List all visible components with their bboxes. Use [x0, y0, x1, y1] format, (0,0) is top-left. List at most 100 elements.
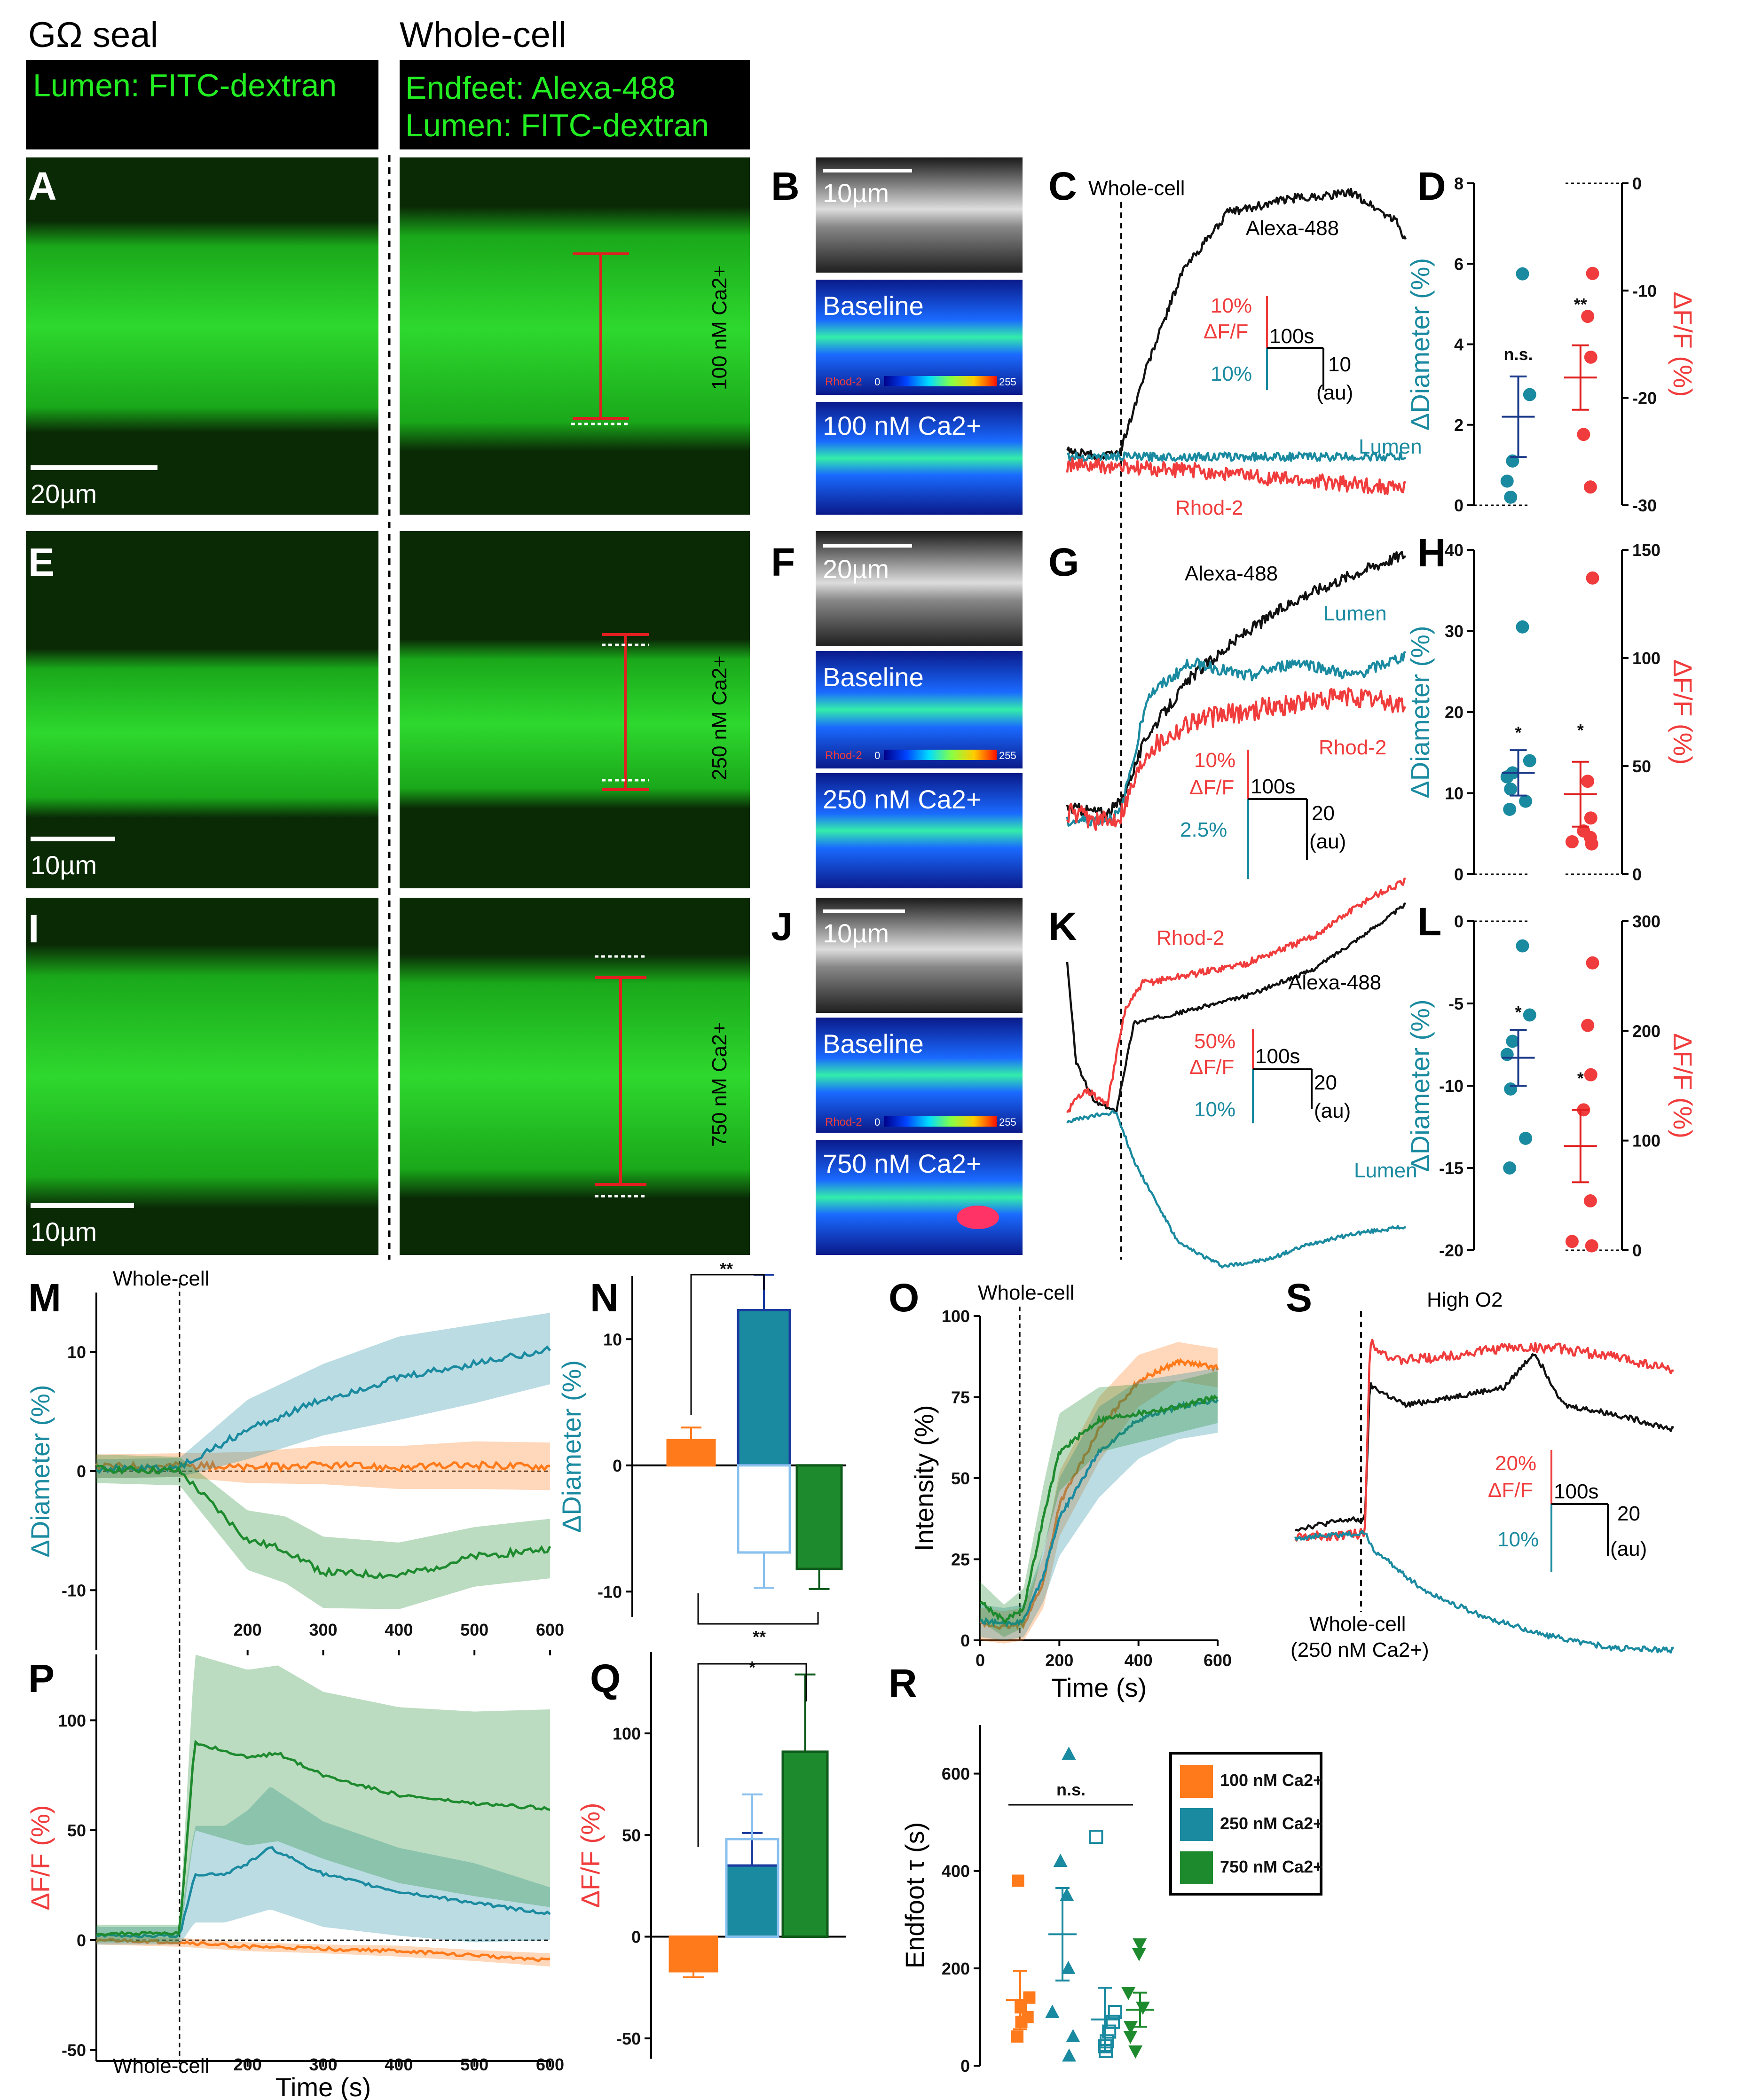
panel-L: L -20 -15 -10 -5 0 0 100 200 300 ΔDiameter (%) ΔF/… [1405, 900, 1698, 1260]
panel-S-scale-au-unit: (au) [1610, 1537, 1647, 1560]
750 nM Ca2+-point [1128, 2045, 1143, 2059]
750 nM Ca2+-point [1132, 1948, 1146, 1961]
750 nM Ca2+-mean-trace [979, 1394, 1218, 1624]
panel-M: M Whole-cell 10 0 -10 200 300 400 500 600 ΔDiame… [25, 1267, 564, 1655]
ΔDiameter-point [1503, 1161, 1517, 1175]
panel-K-rhod-label: Rhod-2 [1157, 926, 1224, 949]
panel-C-scale-time-label: 100s [1269, 325, 1314, 348]
legend-swatch-0 [1180, 1765, 1213, 1798]
panel-G-alexa-label: Alexa-488 [1185, 562, 1278, 585]
panel-C: C Whole-cell Alexa-488 Lumen Rhod-2 10% … [1048, 164, 1422, 1260]
100 nM Ca2+-point [1012, 1874, 1024, 1887]
ΔF/F-point [1584, 811, 1597, 825]
panel-B: B 10µm Baseline Rhod-2 0 255 100 nM Ca2+ [771, 157, 1023, 515]
ΔDiameter-point [1516, 620, 1529, 634]
250 nM Ca2+-sem-band [96, 1787, 550, 1945]
750 nM Ca2+-mean-trace [96, 1464, 551, 1579]
y-tick-label: 600 [942, 1764, 970, 1784]
750 nM Ca2+-point [1133, 1938, 1147, 1952]
panel-A-right-vessel [400, 207, 750, 451]
trace-lumen [1066, 1109, 1406, 1269]
panel-F: F 20µm Baseline Rhod-2 0 255 250 nM Ca2+ [771, 531, 1023, 888]
panel-F-scale-label: 20µm [823, 554, 889, 584]
ΔF/F-point [1577, 428, 1590, 441]
x-tick-label: 600 [536, 1620, 564, 1639]
ΔF/F-point [1586, 266, 1599, 280]
250 nM Ca2+ (triangle)-point [1053, 1854, 1068, 1867]
panel-R-chart: 0 200 400 600 Endfoot τ (s) n.s. 100 nM Ca2+ 25… [900, 1725, 1323, 2076]
legend-label-0: 100 nM Ca2+ [1220, 1771, 1323, 1790]
panel-F-baseline-image [816, 651, 1023, 768]
left-axis-label: ΔDiameter (%) [1405, 626, 1435, 798]
panel-C-lumen-label: Lumen [1359, 435, 1422, 458]
trace-black [1294, 1353, 1674, 1532]
y-tick-label: 0 [77, 1462, 86, 1481]
right-tick-label: 200 [1632, 1021, 1660, 1041]
panel-label-D: D [1417, 164, 1446, 208]
panel-A-scale-label: 20µm [31, 479, 97, 509]
left-tick-label: -15 [1439, 1159, 1464, 1178]
panel-G-scale-dff-label: ΔF/F [1189, 776, 1234, 799]
left-tick-label: 10 [1445, 784, 1464, 803]
panel-S: S High O2 20% ΔF/F 10% 100s 20 (au) Whol… [1286, 1276, 1674, 1661]
panel-C-event-label: Whole-cell [1088, 177, 1185, 200]
y-tick-label: 100 [58, 1711, 86, 1730]
legend: 100 nM Ca2+ 250 nM Ca2+ 750 nM Ca2+ [1169, 1752, 1323, 1896]
trace-rhod-2 [1066, 687, 1406, 831]
panel-label-R: R [889, 1661, 917, 1705]
250 nM Ca2+ (triangle)-point [1061, 1960, 1076, 1974]
header-left-title: GΩ seal [28, 15, 158, 55]
right-tick-label: 0 [1632, 865, 1642, 884]
panel-S-scalebar: 20% ΔF/F 10% 100s 20 (au) [1488, 1450, 1647, 1572]
right-tick-label: 150 [1632, 541, 1660, 560]
100 nM Ca2+-point [1011, 2030, 1023, 2043]
significance-label-0: * [749, 1658, 755, 1677]
panel-label-O: O [889, 1276, 919, 1320]
panel-K-scale-teal-label: 10% [1194, 1098, 1235, 1121]
ΔDiameter-point [1516, 939, 1529, 953]
panel-Q-chart: 100 50 0 -50 ΔF/F (%) * [575, 1652, 846, 2059]
panel-J-colorbar-min: 0 [874, 1116, 880, 1128]
panel-I-left-vessel [26, 945, 378, 1208]
ΔF/F-point [1581, 310, 1595, 323]
panel-label-K: K [1048, 904, 1077, 948]
panel-O-chart: 0 25 50 75 100 0 200 400 600 Time (s) Intensity (%… [909, 1307, 1232, 1702]
panel-Q: Q 100 50 0 -50 ΔF/F (%) * [575, 1652, 846, 2059]
ΔDiameter-significance: * [1515, 1003, 1521, 1022]
panel-F-calcium-image [816, 773, 1023, 888]
panel-C-scale-teal-label: 10% [1211, 362, 1252, 385]
left-tick-label: -10 [1439, 1076, 1464, 1096]
ΔDiameter-point [1504, 490, 1518, 504]
left-tick-label: 30 [1445, 622, 1464, 641]
panel-B-colorbar [884, 376, 997, 386]
panel-C-scale-dff-label: ΔF/F [1204, 320, 1248, 343]
panel-label-C: C [1048, 164, 1077, 208]
panel-P-event-label: Whole-cell [113, 2054, 209, 2077]
right-tick-label: 0 [1632, 174, 1642, 193]
right-axis-label: ΔF/F (%) [1668, 291, 1698, 397]
panel-J-baseline-image [816, 1018, 1023, 1133]
250 nM Ca2+ (triangle)-point [1066, 2029, 1080, 2042]
ΔDiameter-point [1523, 754, 1536, 768]
panel-J-scale-bar [823, 909, 905, 913]
ΔDiameter-point [1523, 1008, 1536, 1022]
bar-0 [669, 1935, 718, 1973]
panel-K-scale-au-value: 20 [1314, 1071, 1337, 1094]
100 nM Ca2+-mean-trace [95, 1460, 551, 1473]
panel-S-scale-dff-label: ΔF/F [1488, 1479, 1533, 1502]
250 nM Ca2+ (triangle)-point [1062, 2048, 1077, 2062]
panel-E-scale-label: 10µm [31, 850, 97, 880]
legend-label-1: 250 nM Ca2+ [1220, 1814, 1323, 1833]
panel-A-scale-bar [31, 465, 157, 470]
panel-N-chart: 10 0 -10 ΔDiameter (%) ** ** [557, 1259, 846, 1646]
250 nM Ca2+ (square)-point [1106, 2014, 1120, 2029]
panel-K-traces [1066, 877, 1407, 1269]
significance-bracket-0 [690, 1274, 765, 1415]
panel-B-colorbar-min: 0 [874, 376, 880, 388]
250 nM Ca2+-sem-band [980, 1368, 1218, 1640]
panel-K-lumen-label: Lumen [1354, 1159, 1417, 1182]
right-tick-label: 100 [1632, 649, 1660, 668]
ΔF/F-point [1585, 1239, 1598, 1253]
